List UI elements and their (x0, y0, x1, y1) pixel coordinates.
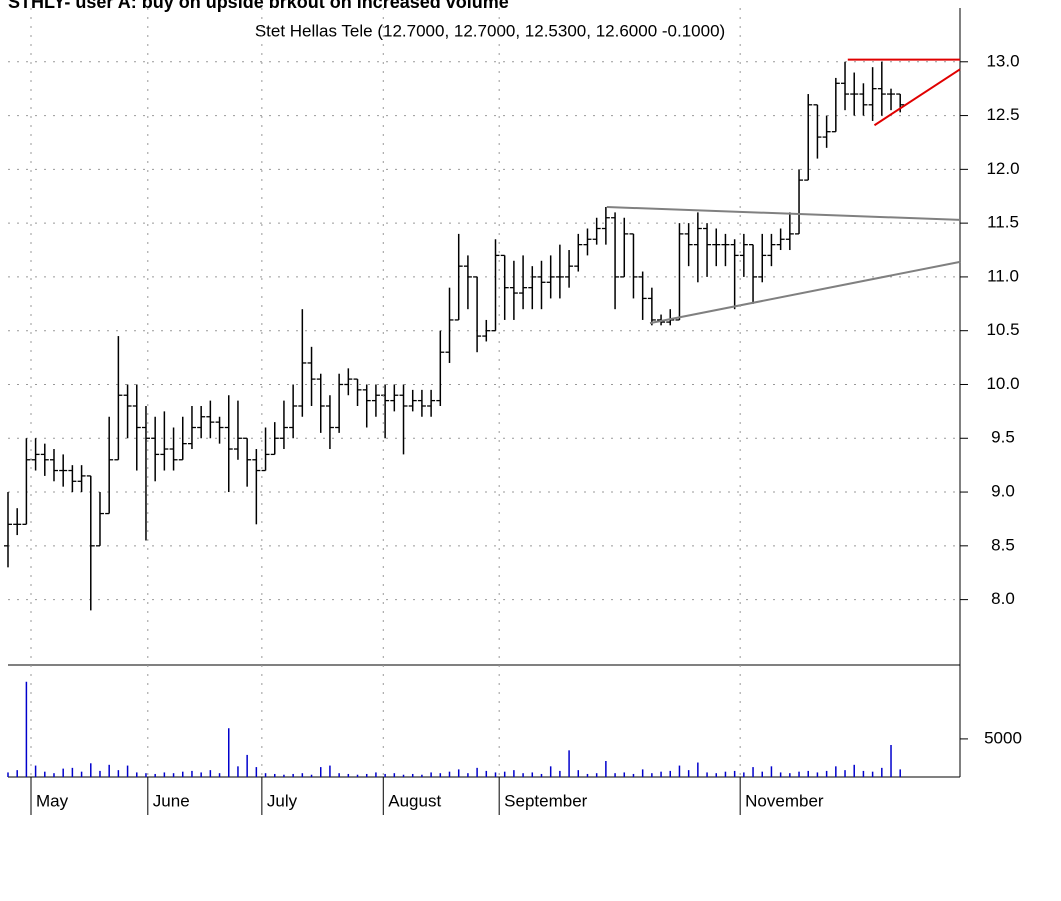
chart-subtitle: Stet Hellas Tele (12.7000, 12.7000, 12.5… (255, 21, 725, 40)
x-tick-label: May (36, 791, 69, 810)
trend-line (873, 68, 961, 127)
x-tick-label: June (153, 791, 190, 810)
x-tick-label: August (388, 791, 441, 810)
chart-title: STHLY- user A: buy on upside brkout on i… (8, 0, 509, 12)
y-tick-label: 8.0 (991, 589, 1015, 608)
y-tick-label: 11.5 (987, 213, 1019, 232)
y-tick-label: 12.0 (986, 159, 1019, 178)
y-tick-label: 13.0 (986, 51, 1019, 70)
x-tick-label: July (267, 791, 298, 810)
y-tick-label: 9.0 (991, 482, 1015, 501)
y-tick-label: 12.5 (986, 105, 1019, 124)
y-tick-label: 10.0 (986, 374, 1019, 393)
x-tick-label: September (504, 791, 587, 810)
y-tick-label: 10.5 (986, 320, 1019, 339)
x-tick-label: November (745, 791, 824, 810)
trend-line (649, 260, 961, 325)
y-tick-label: 11.0 (987, 266, 1019, 285)
y-tick-label: 8.5 (991, 535, 1015, 554)
y-tick-label: 9.5 (991, 428, 1015, 447)
y-tick-label: 5000 (984, 728, 1022, 747)
trend-line (606, 205, 961, 221)
